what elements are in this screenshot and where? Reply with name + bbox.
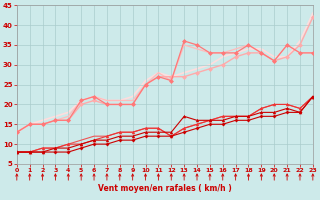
- X-axis label: Vent moyen/en rafales ( km/h ): Vent moyen/en rafales ( km/h ): [98, 184, 232, 193]
